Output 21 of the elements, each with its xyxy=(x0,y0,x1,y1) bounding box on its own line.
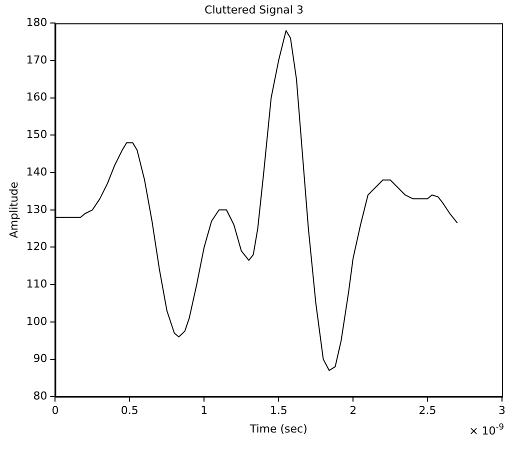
x-axis-title: Time (sec) xyxy=(248,422,308,436)
y-tick-label: 120 xyxy=(26,240,48,254)
y-axis-title: Amplitude xyxy=(7,181,20,238)
y-tick-label: 130 xyxy=(26,202,48,216)
x-tick-label: 2 xyxy=(350,404,357,418)
y-tick-label: 160 xyxy=(26,90,48,104)
y-tick-label: 100 xyxy=(26,314,48,328)
y-tick-label: 170 xyxy=(26,53,48,66)
y-tick-label: 110 xyxy=(26,277,48,290)
y-tick-label: 180 xyxy=(26,16,48,30)
x-tick-label: 3 xyxy=(498,404,506,418)
x-tick-label: 1.5 xyxy=(270,404,288,418)
y-tick-label: 150 xyxy=(26,128,48,142)
y-tick-label: 90 xyxy=(33,352,48,366)
x-tick-label: 0.5 xyxy=(120,404,138,418)
chart-title: Cluttered Signal 3 xyxy=(204,3,304,16)
x-tick-label: 1 xyxy=(200,404,208,418)
x-tick-label: 0 xyxy=(52,404,59,418)
y-tick-label: 80 xyxy=(33,389,48,402)
y-tick-label: 140 xyxy=(26,165,48,178)
x-tick-label: 2.5 xyxy=(418,404,436,418)
